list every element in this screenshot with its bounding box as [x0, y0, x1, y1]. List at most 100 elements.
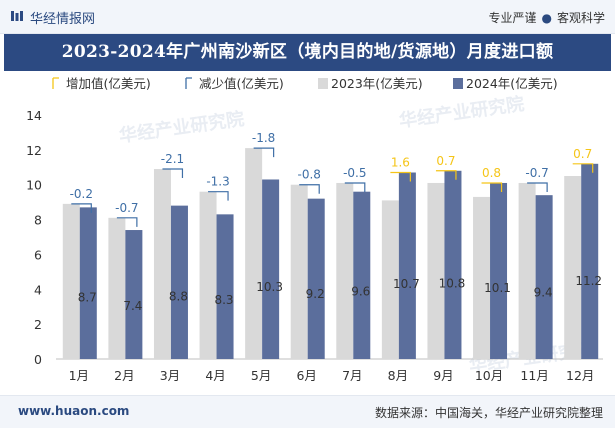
- x-tick-label: 2月: [114, 368, 134, 383]
- x-tick-label: 4月: [205, 368, 225, 383]
- x-tick-label: 3月: [160, 368, 180, 383]
- change-bracket: [344, 182, 366, 192]
- watermark-text: 华经产业研究院: [118, 108, 246, 147]
- x-tick-label: 9月: [433, 368, 453, 383]
- bar-2024: [398, 172, 416, 359]
- change-bracket: [71, 203, 92, 213]
- chart-title: 2023-2024年广州南沙新区（境内目的地/货源地）月度进口额: [4, 34, 611, 71]
- bar-2024: [262, 179, 280, 359]
- change-label: -1.8: [252, 131, 275, 145]
- x-tick-label: 11月: [520, 368, 548, 383]
- footer-url[interactable]: www.huaon.com: [18, 404, 130, 418]
- value-label-2024: 9.6: [351, 284, 370, 298]
- value-label-2024: 8.3: [214, 293, 233, 307]
- bar-2024: [216, 214, 234, 359]
- separator-dot-icon: ●: [541, 11, 552, 25]
- change-bracket: [208, 191, 229, 201]
- change-label: -2.1: [161, 152, 184, 166]
- bar-2023: [473, 196, 491, 359]
- x-tick-label: 8月: [388, 368, 408, 383]
- data-source: 数据来源：中国海关，华经产业研究院整理: [374, 406, 603, 420]
- change-label: -0.8: [297, 168, 320, 182]
- change-label: 0.7: [436, 154, 455, 168]
- bar-2023: [564, 176, 582, 359]
- y-tick-label: 14: [26, 108, 42, 123]
- value-label-2024: 10.3: [256, 280, 283, 294]
- change-bracket: [162, 168, 184, 179]
- y-tick-label: 10: [26, 178, 42, 193]
- change-bracket: [481, 182, 503, 192]
- value-label-2024: 9.2: [306, 287, 325, 301]
- bar-2023: [62, 203, 80, 359]
- top-bar: 华经情报网 专业严谨 ● 客观科学: [0, 0, 615, 34]
- change-bracket: [299, 184, 320, 194]
- value-label-2024: 11.2: [575, 274, 602, 288]
- value-label-2024: 10.8: [439, 276, 466, 290]
- logo-icon: [11, 11, 23, 21]
- bar-2023: [245, 148, 263, 359]
- bar-2024: [79, 207, 97, 359]
- change-bracket: [116, 217, 138, 227]
- x-tick-label: 5月: [251, 368, 271, 383]
- change-bracket: [572, 163, 594, 173]
- change-bracket: [527, 182, 548, 192]
- slogan: 专业严谨 ● 客观科学: [488, 9, 605, 26]
- bar-2023: [336, 182, 354, 359]
- brand-name: 华经情报网: [30, 12, 96, 27]
- change-label: -0.5: [343, 166, 366, 180]
- legend-swatch-1: [52, 77, 59, 89]
- legend-label-3: 2023年(亿美元): [331, 76, 423, 91]
- change-bracket: [435, 170, 457, 180]
- legend-swatch-2: [185, 77, 192, 89]
- change-label: -0.7: [115, 201, 138, 215]
- value-label-2024: 7.4: [123, 299, 142, 313]
- slogan-left: 专业严谨: [488, 11, 537, 25]
- legend-swatch-3: [318, 78, 328, 89]
- bar-2023: [199, 191, 217, 359]
- bar-2023: [290, 184, 308, 359]
- y-tick-label: 6: [34, 247, 42, 262]
- legend-label-4: 2024年(亿美元): [466, 76, 558, 91]
- bar-2024: [170, 205, 188, 359]
- y-tick-label: 12: [26, 143, 42, 158]
- footer-bar: www.huaon.com 数据来源：中国海关，华经产业研究院整理: [0, 395, 615, 428]
- change-bracket: [390, 171, 411, 182]
- x-tick-label: 12月: [566, 368, 594, 383]
- slogan-right: 客观科学: [556, 11, 605, 25]
- change-label: -1.3: [206, 175, 229, 189]
- bar-2023: [427, 182, 445, 359]
- value-label-2024: 10.1: [484, 281, 511, 295]
- value-label-2024: 8.8: [169, 290, 188, 304]
- legend-swatch-4: [453, 78, 463, 89]
- x-tick-label: 10月: [475, 368, 503, 383]
- legend-label-2: 减少值(亿美元): [199, 76, 284, 91]
- change-label: 0.8: [482, 166, 501, 180]
- change-bracket: [253, 147, 275, 158]
- bar-2023: [153, 169, 171, 359]
- bar-2024: [535, 195, 553, 359]
- bar-2024: [581, 163, 599, 359]
- value-label-2024: 9.4: [534, 286, 553, 300]
- legend-label-1: 增加值(亿美元): [66, 76, 151, 91]
- bar-2024: [444, 170, 462, 359]
- bar-2023: [518, 182, 536, 359]
- bar-2024: [353, 191, 371, 359]
- bar-2024: [490, 182, 508, 359]
- watermark-text: 华经产业研究院: [398, 93, 526, 132]
- bar-2023: [381, 200, 399, 359]
- bar-2024: [307, 198, 325, 359]
- x-tick-label: 6月: [296, 368, 316, 383]
- y-tick-label: 8: [34, 213, 42, 228]
- x-tick-label: 1月: [69, 368, 89, 383]
- change-label: -0.7: [525, 166, 548, 180]
- y-tick-label: 4: [34, 282, 42, 297]
- bar-2023: [108, 217, 126, 359]
- value-label-2024: 8.7: [78, 290, 97, 304]
- change-label: 1.6: [391, 156, 410, 170]
- change-label: 0.7: [573, 147, 592, 161]
- y-tick-label: 0: [34, 352, 42, 367]
- y-tick-label: 2: [34, 317, 42, 332]
- chart-area: 华经产业研究院华经产业研究院华经产业研究院增加值(亿美元)减少值(亿美元)202…: [26, 76, 603, 383]
- bar-2024: [125, 230, 143, 359]
- value-label-2024: 10.7: [393, 277, 420, 291]
